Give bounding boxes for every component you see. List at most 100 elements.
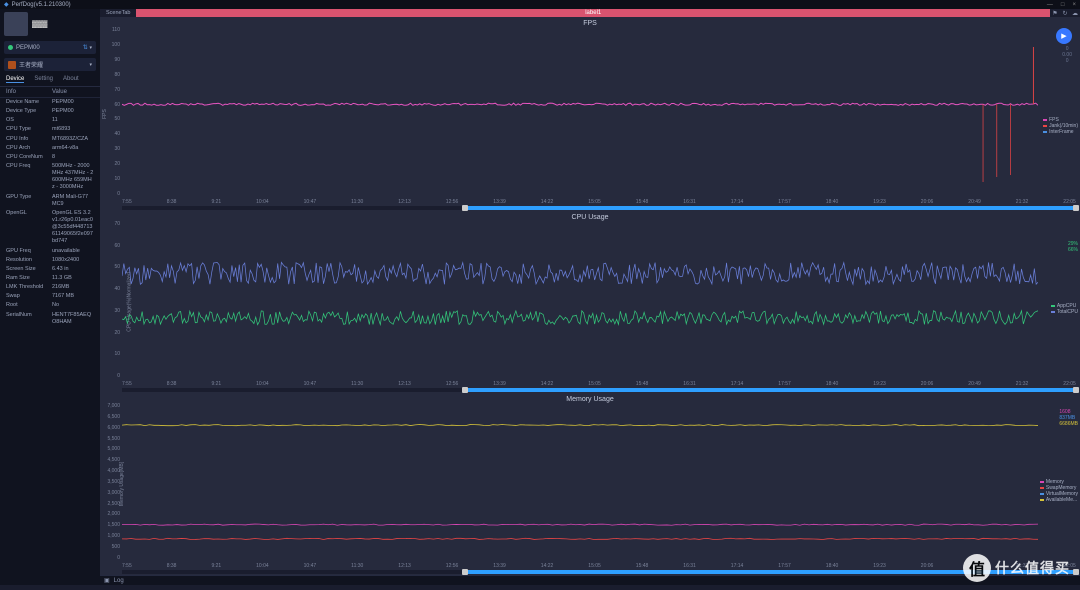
info-key: GPU Type xyxy=(6,194,52,208)
cloud-icon[interactable]: ☁ xyxy=(1070,9,1080,17)
info-row: SerialNumHENT7F85AEQO8HAM xyxy=(0,311,100,327)
plot-area[interactable] xyxy=(122,221,1038,379)
y-axis-label: FPS xyxy=(102,109,108,119)
chart-title: FPS xyxy=(583,20,597,27)
chart-memory: Memory Usage 7,0006,5006,0005,5005,0004,… xyxy=(100,393,1080,575)
chart-title: CPU Usage xyxy=(572,214,609,221)
play-values: 00.000 xyxy=(1062,46,1072,64)
info-row: CPU Freq500MHz - 2000MHz 437MHz - 2600MH… xyxy=(0,162,100,193)
device-dropdown-label: PEPM00 xyxy=(16,45,40,51)
info-key: CPU Info xyxy=(6,136,52,143)
chart-cpu: CPU Usage 706050403020100 CPU Usage(%)No… xyxy=(100,211,1080,393)
info-key: Resolution xyxy=(6,257,52,264)
info-row: Resolution1080x2400 xyxy=(0,256,100,265)
info-val: 216MB xyxy=(52,284,94,291)
info-key: Device Name xyxy=(6,99,52,106)
time-slider[interactable] xyxy=(122,206,1076,210)
tab-device[interactable]: Device xyxy=(6,76,24,83)
info-key: CPU CoreNum xyxy=(6,154,52,161)
slider-range xyxy=(465,388,1076,392)
info-key: LMK Threshold xyxy=(6,284,52,291)
tag-icon[interactable]: ⚑ xyxy=(1050,9,1060,17)
info-list: Device NamePEPM00Device TypePEPM00OS11CP… xyxy=(0,98,100,327)
watermark: 值 什么值得买 xyxy=(963,554,1070,582)
legend-item: TotalCPU xyxy=(1051,309,1078,315)
info-key: OS xyxy=(6,117,52,124)
info-row: OS11 xyxy=(0,116,100,125)
info-val: 11 xyxy=(52,117,94,124)
device-dropdown[interactable]: PEPM00 ⇅ ▾ xyxy=(4,41,96,54)
maximize-button[interactable]: □ xyxy=(1061,2,1065,8)
chart-fps: FPS 1101009080706050403020100 FPS FPSJan… xyxy=(100,17,1080,211)
slider-handle-right[interactable] xyxy=(1073,569,1079,575)
game-dropdown[interactable]: 王者荣耀 ▾ xyxy=(4,58,96,71)
y-axis: 706050403020100 xyxy=(102,211,120,379)
window-controls: — □ × xyxy=(1047,2,1076,8)
info-key: GPU Freq xyxy=(6,248,52,255)
game-icon xyxy=(8,61,16,69)
game-dropdown-label: 王者荣耀 xyxy=(19,60,43,69)
wifi-icon: ⇅ xyxy=(83,45,88,51)
info-row: GPU Frequnavailable xyxy=(0,247,100,256)
sidebar: ▓▓▓ PEPM00 ⇅ ▾ 王者荣耀 ▾ Device Setting Abo… xyxy=(0,9,100,585)
tab-setting[interactable]: Setting xyxy=(34,76,53,83)
refresh-icon[interactable]: ↻ xyxy=(1060,9,1070,17)
avatar xyxy=(4,12,28,36)
info-val: 1080x2400 xyxy=(52,257,94,264)
info-val: mt6893 xyxy=(52,126,94,133)
info-val: 11.3 GB xyxy=(52,275,94,282)
log-label: Log xyxy=(114,578,124,584)
x-axis: 7:558:389:2110:0410:4711:3012:1312:5613:… xyxy=(122,563,1076,569)
info-row: CPU Typemt6893 xyxy=(0,125,100,134)
legend: MemorySwapMemoryVirtualMemoryAvailableMe… xyxy=(1040,479,1078,503)
info-key: Device Type xyxy=(6,108,52,115)
info-val: 500MHz - 2000MHz 437MHz - 2600MHz 659MHz… xyxy=(52,163,94,192)
scene-label[interactable]: label1 xyxy=(136,9,1050,17)
info-val: ARM Mali-G77 MC9 xyxy=(52,194,94,208)
info-val: OpenGL ES 3.2 v1.r26p0.01eac0@3c55df4487… xyxy=(52,210,94,246)
info-row: GPU TypeARM Mali-G77 MC9 xyxy=(0,193,100,209)
titlebar: ◆ PerfDog(v5.1.210300) — □ × xyxy=(0,0,1080,9)
info-row: OpenGLOpenGL ES 3.2 v1.r26p0.01eac0@3c55… xyxy=(0,209,100,247)
y-axis: 1101009080706050403020100 xyxy=(102,17,120,197)
info-key: Screen Size xyxy=(6,266,52,273)
app-title: PerfDog(v5.1.210300) xyxy=(12,2,71,8)
tab-about[interactable]: About xyxy=(63,76,79,83)
info-row: Device TypePEPM00 xyxy=(0,107,100,116)
plot-area[interactable] xyxy=(122,403,1038,561)
info-key: SerialNum xyxy=(6,312,52,326)
info-header-val: Value xyxy=(52,89,67,95)
info-val: 8 xyxy=(52,154,94,161)
minimize-button[interactable]: — xyxy=(1047,2,1053,8)
chart-title: Memory Usage xyxy=(566,396,613,403)
content: SceneTab label1 ⚑ ↻ ☁ FPS 11010090807060… xyxy=(100,9,1080,585)
info-val: HENT7F85AEQO8HAM xyxy=(52,312,94,326)
slider-handle-left[interactable] xyxy=(462,569,468,575)
slider-range xyxy=(465,206,1076,210)
info-val: No xyxy=(52,302,94,309)
info-header-key: Info xyxy=(6,89,52,95)
x-axis: 7:558:389:2110:0410:4711:3012:1312:5613:… xyxy=(122,381,1076,387)
right-values: 29%66% xyxy=(1068,241,1078,253)
watermark-icon: 值 xyxy=(963,554,991,582)
legend-item: AvailableMe... xyxy=(1040,497,1078,503)
close-button[interactable]: × xyxy=(1072,2,1076,8)
info-key: CPU Type xyxy=(6,126,52,133)
play-button[interactable]: ▶ xyxy=(1056,28,1072,44)
profile[interactable]: ▓▓▓ xyxy=(0,9,100,39)
right-values: 1608837MB6686MB xyxy=(1059,409,1078,427)
plot-area[interactable] xyxy=(122,27,1038,197)
log-bar[interactable]: ▣ Log xyxy=(100,575,1080,585)
time-slider[interactable] xyxy=(122,570,1076,574)
time-slider[interactable] xyxy=(122,388,1076,392)
scene-tab[interactable]: SceneTab xyxy=(100,9,136,17)
info-val: unavailable xyxy=(52,248,94,255)
info-row: Ram Size11.3 GB xyxy=(0,274,100,283)
chevron-down-icon: ▾ xyxy=(89,62,92,68)
legend: AppCPUTotalCPU xyxy=(1051,303,1078,315)
x-axis: 7:558:389:2110:0410:4711:3012:1312:5613:… xyxy=(122,199,1076,205)
info-val: 7167 MB xyxy=(52,293,94,300)
profile-name: ▓▓▓ xyxy=(32,21,47,28)
info-key: Swap xyxy=(6,293,52,300)
info-key: CPU Arch xyxy=(6,145,52,152)
